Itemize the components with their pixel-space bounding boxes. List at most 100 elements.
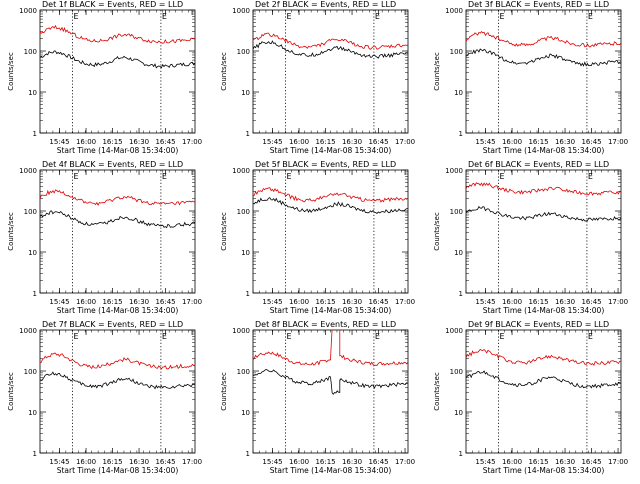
event-marker-label: E <box>588 332 593 341</box>
y-tick-label: 1000 <box>19 7 37 15</box>
lld-series-line <box>40 24 195 44</box>
det-panel-9: Det 9f BLACK = Events, RED = LLD 1 10 100 10… <box>433 320 628 475</box>
x-tick-label: 17:00 <box>395 298 415 306</box>
y-tick-label: 10 <box>454 249 463 257</box>
y-tick-label: 1000 <box>19 327 37 335</box>
x-tick-label: 16:45 <box>368 298 388 306</box>
x-tick-label: 16:00 <box>76 298 96 306</box>
events-series-line <box>253 40 408 59</box>
y-tick-label: 1000 <box>445 7 463 15</box>
events-series-line <box>466 370 621 389</box>
x-tick-label: 16:15 <box>315 298 335 306</box>
event-marker-label: E <box>162 332 167 341</box>
y-tick-label: 1 <box>459 290 463 298</box>
y-tick-label: 10 <box>28 409 37 417</box>
event-marker-label: E <box>375 12 380 21</box>
lld-series-line <box>466 31 621 48</box>
event-marker-label: E <box>588 172 593 181</box>
y-axis-label: Counts/sec <box>7 52 15 91</box>
x-tick-label: 17:00 <box>182 138 202 146</box>
y-tick-label: 1 <box>246 450 250 458</box>
x-tick-label: 17:00 <box>182 458 202 466</box>
y-tick-label: 10 <box>454 409 463 417</box>
event-marker-label: E <box>287 332 292 341</box>
event-marker-label: E <box>74 12 79 21</box>
event-marker-label: E <box>500 12 505 21</box>
det-panel-3: Det 3f BLACK = Events, RED = LLD 1 10 100 10… <box>433 0 628 155</box>
plot-frame <box>252 9 409 134</box>
plot-frame <box>465 169 622 294</box>
event-marker-label: E <box>375 332 380 341</box>
events-series-line <box>40 50 195 69</box>
lld-series-line <box>253 330 408 366</box>
events-series-line <box>40 210 195 229</box>
y-tick-label: 10 <box>241 409 250 417</box>
x-axis-label: Start Time (14-Mar-08 15:34:00) <box>57 306 179 315</box>
x-axis-label: Start Time (14-Mar-08 15:34:00) <box>57 146 179 155</box>
x-tick-label: 15:45 <box>49 138 69 146</box>
panel-title: Det 1f BLACK = Events, RED = LLD <box>42 0 183 9</box>
x-tick-label: 16:45 <box>581 138 601 146</box>
x-tick-label: 16:00 <box>76 458 96 466</box>
x-tick-label: 17:00 <box>608 458 628 466</box>
event-marker-label: E <box>500 332 505 341</box>
y-tick-label: 10 <box>241 89 250 97</box>
event-marker-label: E <box>588 12 593 21</box>
x-tick-label: 15:45 <box>49 298 69 306</box>
event-marker-label: E <box>375 172 380 181</box>
x-tick-label: 16:45 <box>368 458 388 466</box>
lld-series-line <box>40 352 195 370</box>
x-tick-label: 17:00 <box>608 138 628 146</box>
y-tick-label: 100 <box>450 48 463 56</box>
event-marker-label: E <box>287 172 292 181</box>
x-tick-label: 16:00 <box>289 298 309 306</box>
x-tick-label: 16:00 <box>76 138 96 146</box>
x-axis-label: Start Time (14-Mar-08 15:34:00) <box>483 466 605 475</box>
panel-title: Det 3f BLACK = Events, RED = LLD <box>468 0 609 9</box>
events-series-line <box>40 371 195 390</box>
x-tick-label: 16:15 <box>528 138 548 146</box>
lld-series-line <box>253 187 408 203</box>
x-tick-label: 16:45 <box>581 458 601 466</box>
x-tick-label: 17:00 <box>395 138 415 146</box>
y-axis-label: Counts/sec <box>220 372 228 411</box>
panel-title: Det 2f BLACK = Events, RED = LLD <box>255 0 396 9</box>
x-tick-label: 15:45 <box>262 298 282 306</box>
y-axis-label: Counts/sec <box>433 372 441 411</box>
panel-title: Det 9f BLACK = Events, RED = LLD <box>468 320 609 329</box>
x-tick-label: 16:00 <box>289 458 309 466</box>
events-series-line <box>466 48 621 67</box>
x-axis-label: Start Time (14-Mar-08 15:34:00) <box>483 146 605 155</box>
x-tick-label: 15:45 <box>475 298 495 306</box>
plot-frame <box>39 329 196 454</box>
y-tick-label: 100 <box>450 208 463 216</box>
y-axis-label: Counts/sec <box>220 212 228 251</box>
x-tick-label: 16:00 <box>502 298 522 306</box>
y-tick-label: 100 <box>237 208 250 216</box>
events-series-line <box>466 205 621 222</box>
y-axis-label: Counts/sec <box>7 372 15 411</box>
plot-frame <box>465 329 622 454</box>
x-tick-label: 15:45 <box>49 458 69 466</box>
lld-series-line <box>466 348 621 367</box>
det-panel-1: Det 1f BLACK = Events, RED = LLD 1 10 100 10… <box>7 0 202 155</box>
x-tick-label: 16:45 <box>155 298 175 306</box>
y-tick-label: 1000 <box>232 7 250 15</box>
events-series-line <box>253 197 408 215</box>
y-axis-label: Counts/sec <box>433 212 441 251</box>
panel-title: Det 8f BLACK = Events, RED = LLD <box>255 320 396 329</box>
x-tick-label: 16:45 <box>581 298 601 306</box>
y-tick-label: 1 <box>459 450 463 458</box>
x-tick-label: 16:00 <box>502 138 522 146</box>
y-tick-label: 1000 <box>232 167 250 175</box>
x-tick-label: 15:45 <box>262 458 282 466</box>
det-panel-4: Det 4f BLACK = Events, RED = LLD 1 10 100 10… <box>7 160 202 315</box>
event-marker-label: E <box>162 172 167 181</box>
event-marker-label: E <box>162 12 167 21</box>
x-axis-label: Start Time (14-Mar-08 15:34:00) <box>483 306 605 315</box>
x-tick-label: 16:30 <box>555 298 575 306</box>
det-panel-6: Det 6f BLACK = Events, RED = LLD 1 10 100 10… <box>433 160 628 315</box>
y-tick-label: 1 <box>33 290 37 298</box>
